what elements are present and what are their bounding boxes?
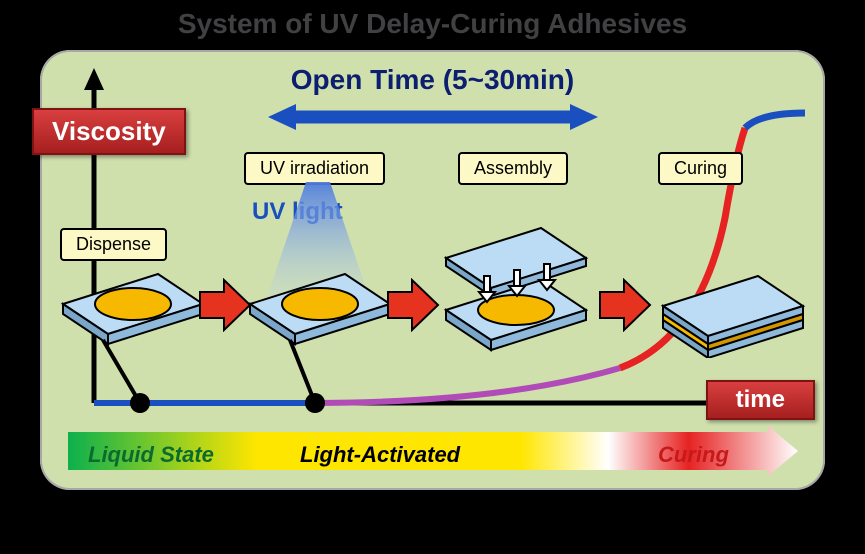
leaders xyxy=(60,68,810,428)
state-light: Light-Activated xyxy=(300,442,460,468)
state-curing: Curing xyxy=(658,442,729,468)
diagram-panel: Open Time (5~30min) Viscosity time Dispe… xyxy=(40,50,825,490)
diagram-title: System of UV Delay-Curing Adhesives xyxy=(0,8,865,40)
state-liquid: Liquid State xyxy=(88,442,214,468)
